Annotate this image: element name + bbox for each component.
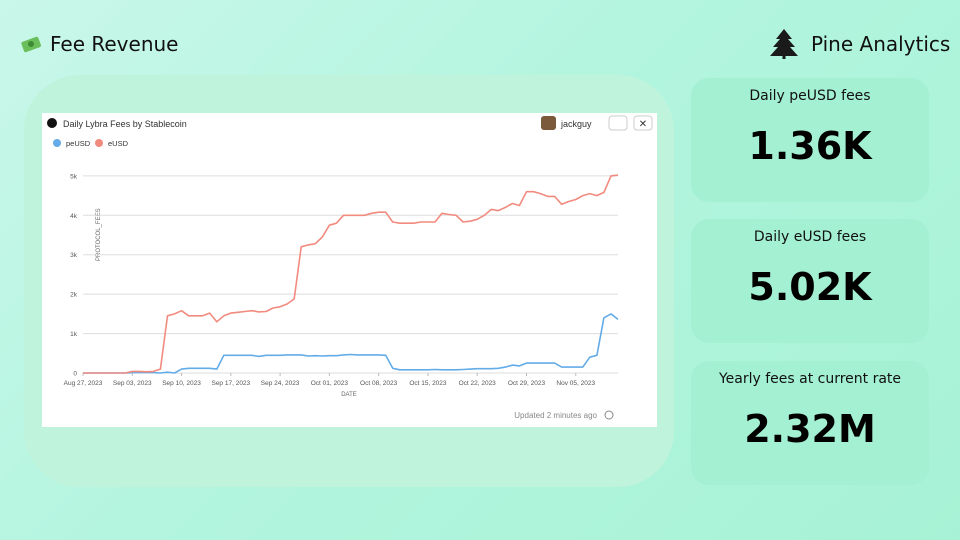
stat-card: Yearly fees at current rate 2.32M (691, 361, 929, 485)
x-tick-label: Nov 05, 2023 (556, 380, 595, 387)
avatar (541, 116, 556, 130)
y-tick-label: 2k (70, 292, 78, 299)
x-tick-label: Aug 27, 2023 (64, 380, 103, 387)
y-tick-label: 0 (73, 371, 77, 378)
x-tick-label: Oct 15, 2023 (409, 380, 447, 387)
close-button[interactable] (633, 115, 653, 131)
x-tick-label: Sep 17, 2023 (211, 380, 250, 387)
stat-value: 5.02K (748, 265, 872, 309)
legend-label: eUSD (108, 139, 129, 148)
y-tick-label: 4k (70, 213, 78, 220)
x-tick-label: Sep 03, 2023 (113, 380, 152, 387)
y-axis-label: PROTOCOL_FEES (96, 208, 102, 261)
legend-label: peUSD (66, 139, 91, 148)
x-tick-label: Oct 01, 2023 (311, 380, 349, 387)
chart-title: Daily Lybra Fees by Stablecoin (63, 119, 187, 129)
y-tick-label: 1k (70, 331, 78, 338)
author: jackguy (560, 119, 592, 129)
stat-value: 1.36K (748, 124, 872, 168)
updated-note: Updated 2 minutes ago (514, 411, 597, 420)
share-button[interactable] (608, 115, 628, 131)
chart: Daily Lybra Fees by Stablecoin jackguy ✕… (42, 113, 657, 427)
x-tick-label: Oct 29, 2023 (508, 380, 546, 387)
stat-label: Daily eUSD fees (753, 229, 867, 245)
y-tick-label: 3k (70, 252, 78, 259)
series-line (83, 174, 619, 374)
legend-swatch (95, 139, 103, 147)
page-title: Fee Revenue (50, 32, 179, 56)
brand-name: Pine Analytics (811, 32, 951, 56)
x-tick-label: Sep 10, 2023 (162, 380, 201, 387)
legend-swatch (53, 139, 61, 147)
x-tick-label: Sep 24, 2023 (261, 380, 300, 387)
stat-value: 2.32M (744, 407, 876, 451)
y-tick-label: 5k (70, 173, 78, 180)
x-axis-label: DATE (341, 392, 357, 398)
logo (47, 118, 57, 128)
check-icon (604, 410, 614, 420)
stat-card: Daily peUSD fees 1.36K (691, 78, 929, 202)
stat-label: Yearly fees at current rate (718, 371, 902, 387)
close-icon: ✕ (639, 119, 647, 130)
x-tick-label: Oct 08, 2023 (360, 380, 398, 387)
x-tick-label: Oct 22, 2023 (459, 380, 497, 387)
stat-label: Daily peUSD fees (749, 88, 871, 104)
stat-card: Daily eUSD fees 5.02K (691, 219, 929, 343)
money-icon (21, 36, 41, 53)
series-line (83, 313, 619, 374)
brand-logo (770, 29, 798, 59)
